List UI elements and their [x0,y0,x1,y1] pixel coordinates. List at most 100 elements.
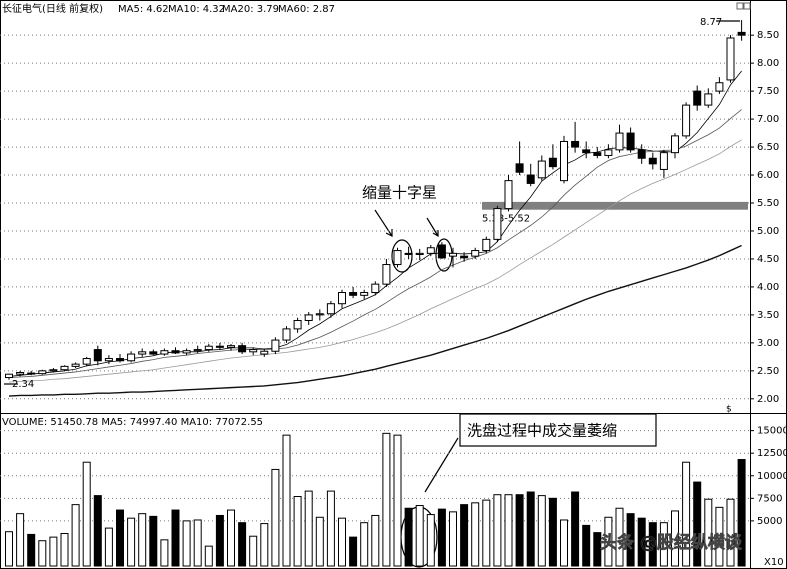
candle-body [615,132,624,151]
high-label: 8.77 [700,17,722,28]
volume-bar [215,514,224,567]
candle-body [182,350,191,354]
stock-name: 长征电气(日线 前复权) [2,2,103,15]
volume-bar [60,533,69,567]
volume-bar [293,496,302,567]
pointer [424,437,459,493]
candle-body [338,292,346,305]
volume-bar [471,502,480,567]
candle-body [27,372,36,375]
candle-body [493,208,502,240]
volume-bar [582,524,591,567]
volume-bar [16,513,25,567]
volume-bar [38,540,47,567]
volume-bar [360,522,369,567]
candle-body [426,247,435,254]
candle-body [360,292,369,296]
y-tick-label: 8.50 [757,30,779,41]
icon [736,2,744,10]
arrowhead [432,230,439,238]
candle-body [16,372,25,375]
y-tick-label: 8.00 [757,58,779,69]
volume-bar [593,532,602,567]
y-tick-label: 7.00 [757,114,779,125]
candle-body [526,174,535,184]
candle-body [715,82,724,92]
candle-body [548,157,557,168]
volume-bar [49,536,58,567]
y-tick-label: 6.50 [757,142,779,153]
y-tick-label: 7.50 [757,86,779,97]
ma-label: MA60: 2.87 [278,4,335,15]
y-tick-label: 5000 [757,516,782,527]
y-tick-label: 3.00 [757,338,779,349]
candle-body [604,149,613,156]
volume-bar [637,517,646,567]
candle-body [5,373,13,379]
candle-body [304,314,313,321]
volume-bar [127,517,136,567]
candle-body [93,349,102,362]
volume-bar [27,533,36,567]
volume-bar [571,491,580,567]
y-tick-label: 10000 [757,471,787,482]
candle-body [504,180,513,210]
candle-body [260,350,269,355]
candle-body [38,370,47,375]
volume-bar [315,516,324,567]
y-tick-label: 5.00 [757,226,779,237]
support-band [482,201,748,210]
y-tick-label: 6.00 [757,170,779,181]
volume-bar [5,531,13,567]
band-label: 5.38-5.52 [482,214,530,225]
ma-line [8,139,742,383]
callout-text: 洗盘过程中成交量萎缩 [467,422,617,440]
volume-bar [715,506,724,567]
candle-body [149,351,158,355]
candle-body [404,252,413,255]
volume-bar [671,510,679,567]
candle-body [138,351,147,355]
y-tick-label: 4.50 [757,254,779,265]
low-label: 2.34 [12,379,34,390]
volume-bar [682,461,691,567]
y-tick-label: 2.50 [757,366,779,377]
candle-body [726,37,735,81]
volume-bar [726,498,735,567]
candle-body [49,369,58,372]
candle-body [116,358,124,362]
candle-body [293,319,302,330]
volume-bar [160,539,169,567]
candle-body [460,255,469,259]
candle-body [349,292,358,296]
candle-body [437,244,446,259]
candle-body [326,303,335,315]
volume-bar [371,514,380,567]
candle-body [215,345,224,348]
volume-bar [515,494,524,567]
ma-label: MA5: 4.62 [118,4,169,15]
volume-bar [482,499,491,567]
volume-bar [271,468,280,567]
candle-body [648,157,657,165]
y-tick-label: 5.50 [757,198,779,209]
volume-bar [449,511,457,567]
volume-bar [404,507,413,567]
candle-body [693,90,702,106]
candle-body [249,349,258,353]
candle-body [393,250,402,266]
volume-bar [437,508,446,567]
volume-bar [82,461,91,567]
candle-body [449,252,457,257]
volume-bar [204,545,213,567]
volume-bar [648,522,657,567]
volume-bar [493,494,502,567]
candle-body [582,149,591,154]
candle-body [637,149,646,159]
candle-body [560,140,568,182]
volume-bar [704,498,713,567]
volume-bar [537,495,546,567]
volume-bar [71,504,80,567]
volume-bar [504,494,513,567]
